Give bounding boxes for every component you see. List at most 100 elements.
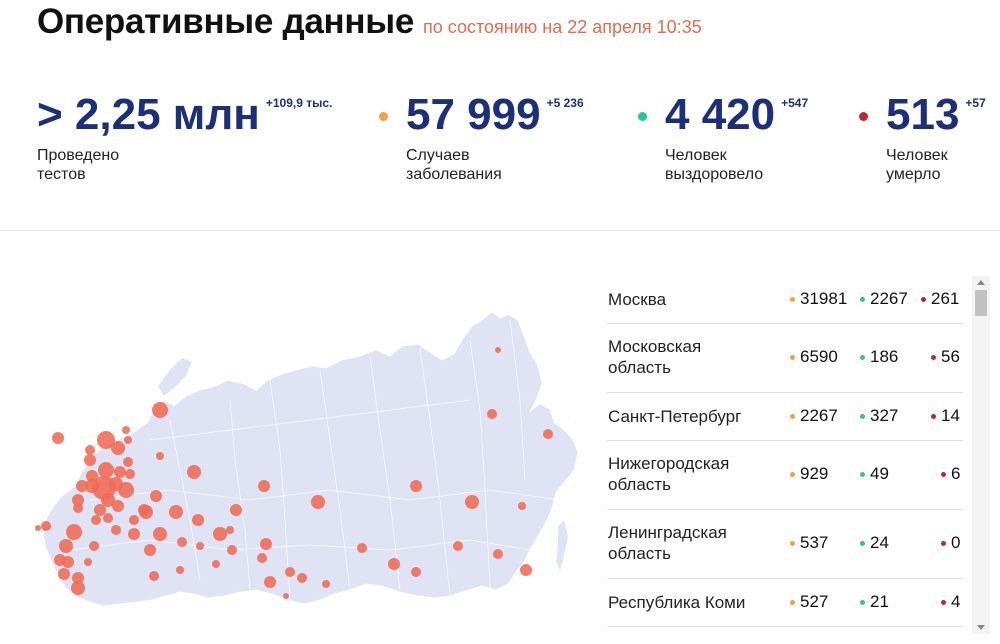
recovered-dot-icon [860, 471, 865, 477]
cases-dot-icon [790, 540, 795, 546]
stat-recovered-label: Человек выздоровело [665, 147, 764, 183]
region-name: Республика Коми [608, 593, 746, 612]
cases-dot-icon [790, 599, 795, 605]
region-name: Московская область [608, 337, 702, 377]
stat-tests-value: > 2,25 млн [37, 90, 260, 139]
region-deaths: 0 [941, 533, 960, 553]
region-name: Москва [608, 290, 667, 309]
map-svg [35, 311, 579, 607]
region-deaths-value: 56 [941, 347, 960, 366]
stat-cases-value: 57 999 [406, 90, 541, 139]
recovered-dot-icon [860, 413, 865, 419]
deaths-dot-icon [941, 540, 946, 546]
deaths-dot-icon [921, 296, 926, 302]
region-recovered: 2267 [860, 289, 908, 309]
table-scrollbar[interactable] [972, 276, 990, 634]
table-row[interactable]: Москва 31981 2267 261 [607, 276, 963, 324]
stat-tests-delta: +109,9 тыс. [265, 96, 333, 110]
stat-cases-delta: +5 236 [546, 96, 584, 110]
stat-tests-label: Проведено тестов [37, 147, 120, 183]
stat-cases: 57 999 +5 236 Случаев заболевания [379, 90, 584, 184]
page-title: Оперативные данные [37, 2, 414, 41]
deaths-dot-icon [859, 112, 868, 121]
region-recovered-value: 2267 [870, 289, 908, 308]
map-novaya-zemlya [158, 358, 192, 396]
cases-dot-icon [790, 413, 795, 419]
region-name: Нижегородская область [608, 454, 730, 494]
stat-recovered: 4 420 +547 Человек выздоровело [638, 90, 809, 184]
table-row[interactable]: Санкт-Петербург 2267 327 14 [607, 393, 963, 441]
deaths-dot-icon [941, 599, 946, 605]
deaths-dot-icon [941, 471, 946, 477]
stat-deaths: 513 +57 Человек умерло [859, 90, 986, 184]
update-timestamp: по состоянию на 22 апреля 10:35 [423, 17, 702, 37]
russia-map-icon[interactable] [30, 300, 585, 615]
region-name: Санкт-Петербург [608, 407, 742, 426]
region-cases: 929 [790, 464, 828, 484]
stat-cases-label: Случаев заболевания [406, 147, 502, 183]
recovered-dot-icon [860, 540, 865, 546]
region-recovered: 327 [860, 406, 898, 426]
regions-table[interactable]: Москва 31981 2267 261 Московская область… [607, 276, 963, 634]
stat-deaths-value: 513 [886, 90, 960, 139]
section-divider [0, 230, 1000, 231]
recovered-dot-icon [638, 112, 647, 121]
stat-recovered-value: 4 420 [665, 90, 776, 139]
region-cases: 2267 [790, 406, 838, 426]
region-cases: 6590 [790, 347, 838, 367]
region-recovered: 24 [860, 533, 889, 553]
region-recovered-value: 21 [870, 592, 889, 611]
table-row[interactable]: Московская область 6590 186 56 [607, 324, 963, 393]
region-deaths-value: 6 [951, 464, 961, 483]
region-deaths-value: 261 [931, 289, 960, 308]
region-recovered: 49 [860, 464, 889, 484]
region-deaths: 14 [931, 406, 960, 426]
region-deaths-value: 4 [951, 592, 961, 611]
scroll-down-icon[interactable] [977, 625, 985, 630]
map-region-borders [69, 319, 561, 601]
region-recovered: 21 [860, 592, 889, 612]
region-cases-value: 527 [800, 592, 829, 611]
deaths-dot-icon [931, 354, 936, 360]
region-cases-value: 6590 [800, 347, 838, 366]
stat-deaths-delta: +57 [965, 96, 986, 110]
region-cases: 537 [790, 533, 828, 553]
region-recovered-value: 327 [870, 406, 899, 425]
region-recovered: 186 [860, 347, 898, 367]
region-recovered-value: 49 [870, 464, 889, 483]
page-header: Оперативные данные по состоянию на 22 ап… [37, 2, 702, 42]
scroll-thumb[interactable] [975, 290, 987, 316]
recovered-dot-icon [860, 296, 865, 302]
region-deaths-value: 0 [951, 533, 961, 552]
map-bubbles [35, 347, 553, 599]
region-recovered-value: 24 [870, 533, 889, 552]
stat-tests: > 2,25 млн +109,9 тыс. Проведено тестов [37, 90, 332, 184]
stat-recovered-delta: +547 [781, 96, 809, 110]
table-row[interactable]: Республика Коми 527 21 4 [607, 579, 963, 627]
region-cases-value: 2267 [800, 406, 838, 425]
region-cases: 527 [790, 592, 828, 612]
cases-dot-icon [790, 354, 795, 360]
region-cases-value: 31981 [800, 289, 848, 308]
recovered-dot-icon [860, 599, 865, 605]
map-sakhalin [556, 520, 568, 570]
table-row[interactable]: Ленинградская область 537 24 0 [607, 510, 963, 579]
region-cases-value: 537 [800, 533, 829, 552]
region-cases-value: 929 [800, 464, 829, 483]
region-deaths-value: 14 [941, 406, 960, 425]
map-kamchatka [530, 404, 554, 434]
table-row[interactable]: Нижегородская область 929 49 6 [607, 441, 963, 510]
region-deaths: 6 [941, 464, 960, 484]
stat-deaths-label: Человек умерло [886, 147, 948, 183]
region-deaths: 4 [941, 592, 960, 612]
cases-dot-icon [379, 112, 388, 121]
region-deaths: 56 [931, 347, 960, 367]
region-cases: 31981 [790, 289, 847, 309]
region-name: Ленинградская область [608, 523, 727, 563]
cases-dot-icon [790, 471, 795, 477]
deaths-dot-icon [931, 413, 936, 419]
map-land [41, 311, 579, 607]
scroll-up-icon[interactable] [977, 280, 985, 285]
region-recovered-value: 186 [870, 347, 899, 366]
region-deaths: 261 [921, 289, 959, 309]
